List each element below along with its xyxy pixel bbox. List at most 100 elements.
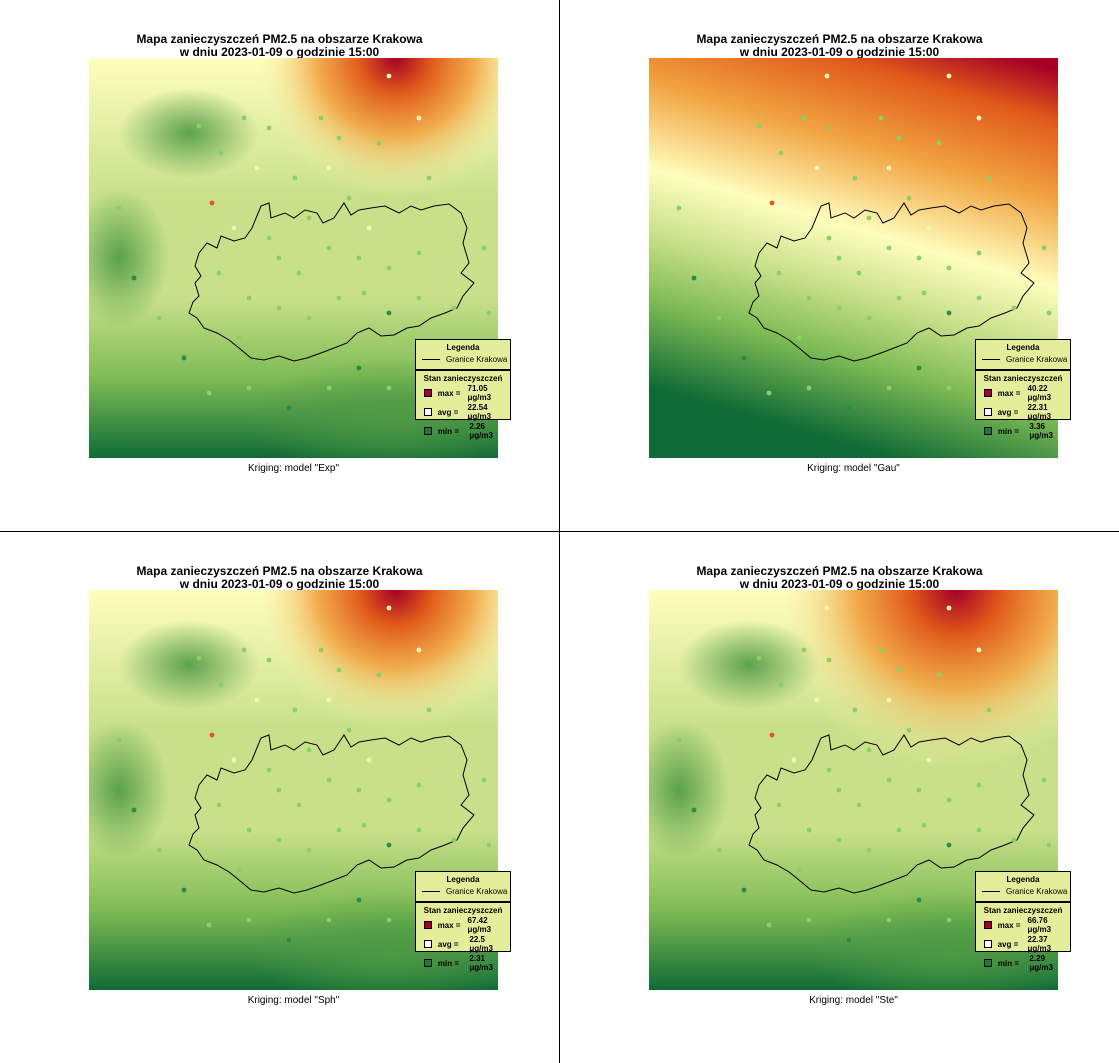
stat-max: max = 40.22 μg/m3 <box>976 383 1070 402</box>
measurement-station <box>318 115 324 121</box>
measurement-station <box>824 605 830 611</box>
max-value: 40.22 μg/m3 <box>1027 384 1052 402</box>
measurement-station <box>246 295 252 301</box>
measurement-station <box>216 802 222 808</box>
stat-avg: avg = 22.5 μg/m3 <box>416 934 510 953</box>
measurement-station <box>156 315 162 321</box>
model-caption: Kriging: model "Exp" <box>247 463 340 474</box>
measurement-station <box>486 842 492 848</box>
stats-title: Stan zanieczyszczeń <box>983 906 1063 915</box>
legend-stats: Stan zanieczyszczeń max = 66.76 μg/m3 av… <box>975 902 1071 972</box>
avg-label: avg = <box>437 407 459 417</box>
min-label: min = <box>437 426 460 436</box>
measurement-station <box>296 802 302 808</box>
measurement-station <box>946 265 952 271</box>
measurement-station <box>181 355 187 361</box>
min-label: min = <box>997 426 1020 436</box>
measurement-station <box>1011 305 1017 311</box>
measurement-station <box>246 917 252 923</box>
measurement-station <box>836 787 842 793</box>
measurement-station <box>254 697 260 703</box>
measurement-station <box>292 707 298 713</box>
measurement-station <box>116 737 122 743</box>
measurement-station <box>796 867 802 873</box>
stats-title: Stan zanieczyszczeń <box>423 374 503 383</box>
max-swatch-icon <box>424 389 432 397</box>
measurement-station <box>886 245 892 251</box>
measurement-station <box>276 255 282 261</box>
low-pollution-area <box>89 188 169 328</box>
measurement-station <box>791 225 797 231</box>
measurement-station <box>236 867 242 873</box>
stat-max: max = 67.42 μg/m3 <box>416 915 510 934</box>
measurement-station <box>356 787 362 793</box>
measurement-station <box>936 672 942 678</box>
measurement-station <box>356 255 362 261</box>
min-swatch-icon <box>984 959 992 967</box>
measurement-station <box>336 135 342 141</box>
max-label: max = <box>437 920 461 930</box>
avg-swatch-icon <box>424 940 432 948</box>
measurement-station <box>361 290 367 296</box>
avg-swatch-icon <box>424 408 432 416</box>
measurement-station <box>716 315 722 321</box>
measurement-station <box>846 937 852 943</box>
measurement-station <box>936 140 942 146</box>
measurement-station <box>386 842 392 848</box>
low-pollution-area <box>649 720 729 860</box>
measurement-station <box>976 115 982 121</box>
map-title-line2: w dniu 2023-01-09 o godzinie 15:00 <box>179 45 380 59</box>
krakow-boundary <box>188 734 475 894</box>
measurement-station <box>836 305 842 311</box>
measurement-station <box>206 390 212 396</box>
measurement-station <box>976 647 982 653</box>
max-label: max = <box>997 388 1021 398</box>
measurement-station <box>986 707 992 713</box>
measurement-station <box>386 605 392 611</box>
measurement-station <box>276 305 282 311</box>
stat-max: max = 66.76 μg/m3 <box>976 915 1070 934</box>
measurement-station <box>806 827 812 833</box>
panel-ste: Mapa zanieczyszczeń PM2.5 na obszarze Kr… <box>560 532 1119 1063</box>
measurement-station <box>878 115 884 121</box>
measurement-station <box>976 782 982 788</box>
map-title: Mapa zanieczyszczeń PM2.5 na obszarze Kr… <box>560 33 1119 59</box>
measurement-station <box>346 727 352 733</box>
measurement-station <box>286 405 292 411</box>
measurement-station <box>326 165 332 171</box>
legend-boundary-label: Granice Krakowa <box>446 355 508 364</box>
measurement-station <box>866 847 872 853</box>
measurement-station <box>241 115 247 121</box>
measurement-station <box>266 657 272 663</box>
measurement-station <box>264 605 270 611</box>
measurement-station <box>866 747 872 753</box>
low-pollution-area <box>119 88 259 178</box>
stat-avg: avg = 22.31 μg/m3 <box>976 402 1070 421</box>
panel-gau: Mapa zanieczyszczeń PM2.5 na obszarze Kr… <box>560 0 1119 531</box>
measurement-station <box>416 295 422 301</box>
min-label: min = <box>437 958 460 968</box>
stat-min: min = 2.26 μg/m3 <box>416 421 510 440</box>
measurement-station <box>231 225 237 231</box>
avg-swatch-icon <box>984 408 992 416</box>
measurement-station <box>878 647 884 653</box>
measurement-station <box>336 667 342 673</box>
measurement-station <box>886 777 892 783</box>
avg-label: avg = <box>997 407 1019 417</box>
measurement-station <box>326 245 332 251</box>
measurement-station <box>196 123 202 129</box>
measurement-station <box>676 737 682 743</box>
min-value: 3.36 μg/m3 <box>1029 422 1053 440</box>
measurement-station <box>481 777 487 783</box>
map-title-line1: Mapa zanieczyszczeń PM2.5 na obszarze Kr… <box>696 32 983 46</box>
measurement-station <box>791 757 797 763</box>
krakow-boundary <box>188 202 475 362</box>
min-swatch-icon <box>424 427 432 435</box>
measurement-station <box>306 315 312 321</box>
min-value: 2.26 μg/m3 <box>469 422 493 440</box>
avg-value: 22.31 μg/m3 <box>1027 403 1052 421</box>
measurement-station <box>814 697 820 703</box>
measurement-station <box>286 937 292 943</box>
measurement-station <box>1041 777 1047 783</box>
stat-min: min = 2.29 μg/m3 <box>976 953 1070 972</box>
